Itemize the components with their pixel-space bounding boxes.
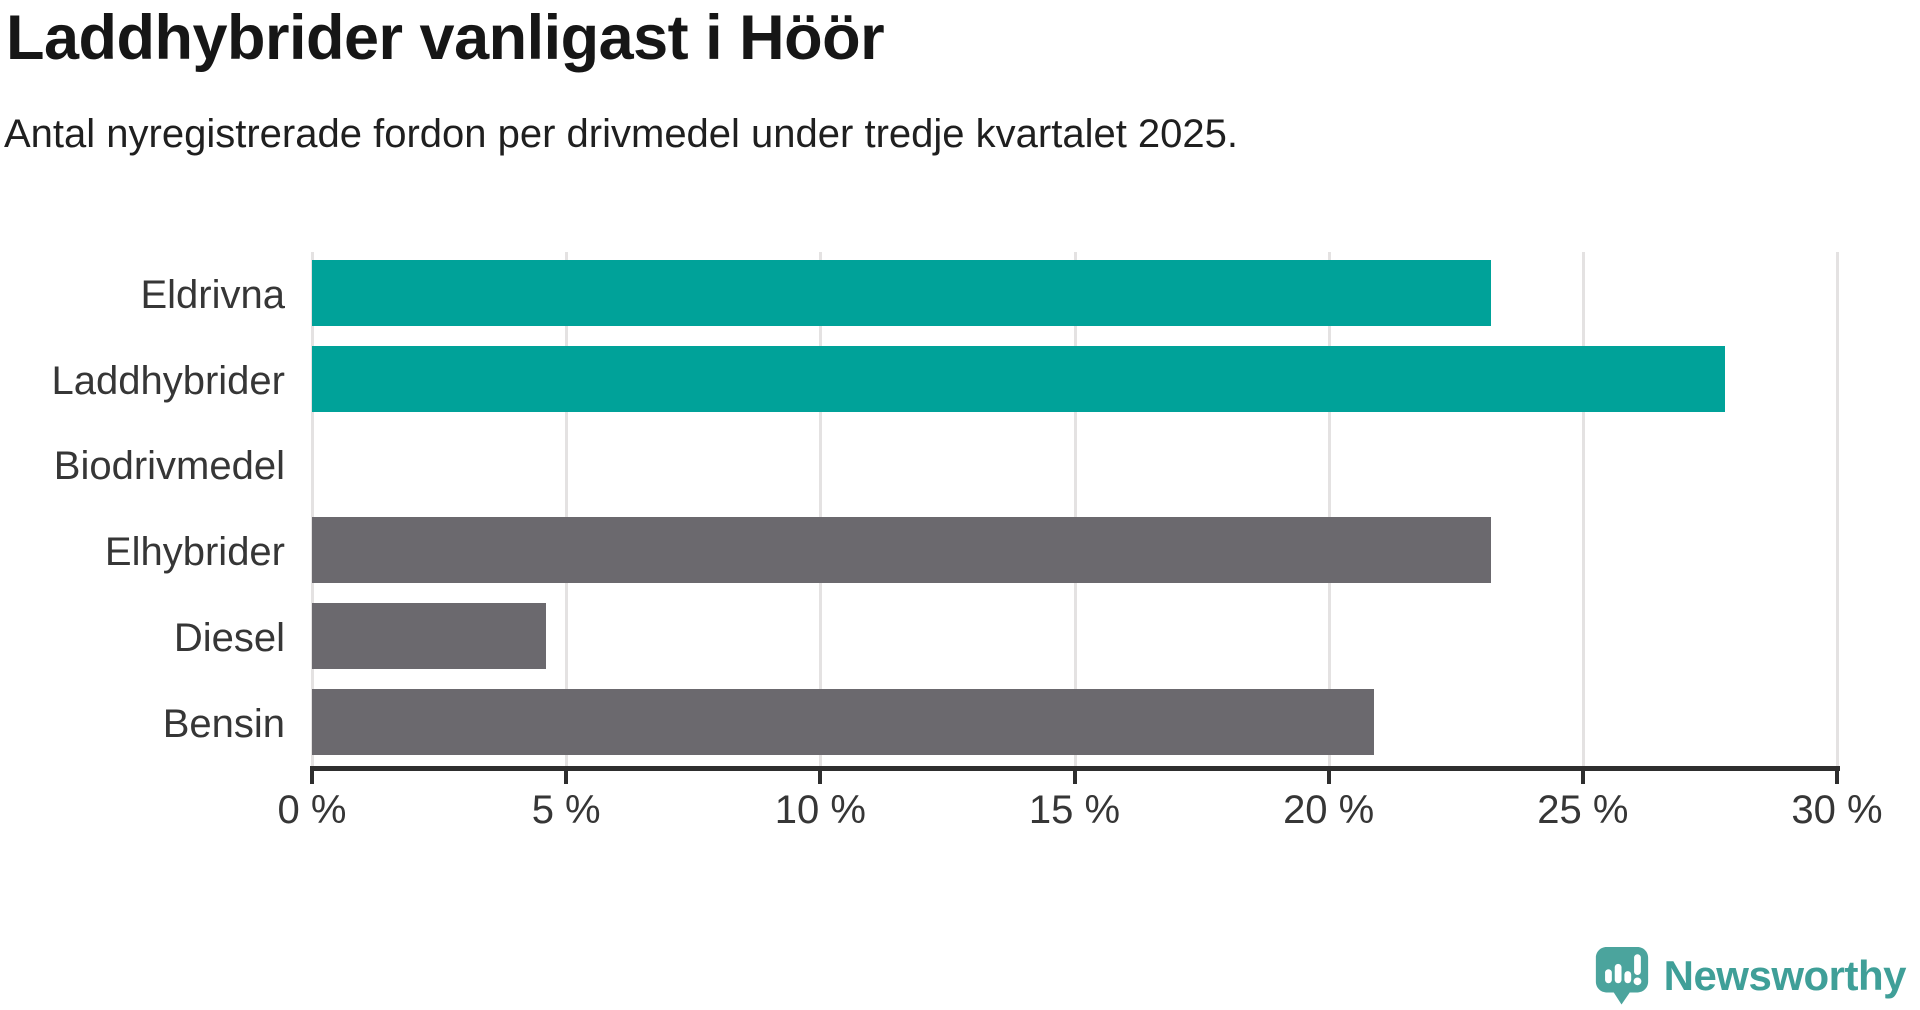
category-label-diesel: Diesel	[173, 616, 285, 660]
x-tick-0-pct	[310, 771, 314, 784]
y-axis-category-labels: Eldrivna Laddhybrider Biodrivmedel Elhybrid…	[0, 252, 286, 768]
category-label-biodrivmedel: Biodrivmedel	[53, 444, 285, 488]
plot-area	[311, 252, 1839, 768]
newsworthy-logo: Newsworthy	[1594, 946, 1907, 1006]
x-tick-label-10-pct: 10 %	[774, 788, 866, 832]
newsworthy-wordmark: Newsworthy	[1663, 952, 1907, 999]
gridline-20-pct	[1327, 252, 1331, 768]
category-label-eldrivna: Eldrivna	[140, 273, 285, 317]
gridline-10-pct	[819, 252, 823, 768]
bar-bensin	[312, 689, 1375, 755]
x-tick-20-pct	[1326, 771, 1331, 784]
gridline-0-pct	[311, 252, 314, 768]
category-label-elhybrider: Elhybrider	[104, 530, 285, 574]
bar-laddhybrider	[312, 346, 1726, 412]
x-tick-label-25-pct: 25 %	[1537, 788, 1629, 832]
x-tick-label-5-pct: 5 %	[531, 788, 601, 832]
logo-bar-chart-glyph	[1604, 954, 1641, 986]
chart-title: Laddhybrider vanligast i Höör	[6, 3, 885, 73]
x-tick-25-pct	[1580, 771, 1585, 784]
x-tick-label-0-pct: 0 %	[277, 788, 347, 832]
x-axis-line	[310, 766, 1840, 771]
gridline-5-pct	[565, 252, 569, 768]
x-tick-30-pct	[1835, 771, 1839, 784]
newsworthy-speech-bubble-bar-chart-icon	[1595, 946, 1648, 1005]
bar-eldrivna	[312, 260, 1492, 326]
x-tick-label-15-pct: 15 %	[1028, 788, 1121, 832]
gridline-25-pct	[1581, 252, 1585, 768]
x-tick-label-20-pct: 20 %	[1283, 788, 1375, 832]
category-label-laddhybrider: Laddhybrider	[51, 359, 286, 403]
category-label-bensin: Bensin	[162, 702, 285, 746]
x-tick-15-pct	[1072, 771, 1077, 784]
bar-elhybrider	[312, 517, 1492, 583]
x-tick-10-pct	[818, 771, 823, 784]
x-tick-5-pct	[564, 771, 569, 784]
gridline-30-pct	[1836, 252, 1839, 768]
gridline-15-pct	[1073, 252, 1077, 768]
chart-subtitle: Antal nyregistrerade fordon per drivmede…	[4, 112, 1239, 156]
logo-bubble-shape	[1595, 946, 1648, 1005]
bar-diesel	[312, 603, 546, 669]
x-tick-label-30-pct: 30 %	[1791, 788, 1883, 832]
